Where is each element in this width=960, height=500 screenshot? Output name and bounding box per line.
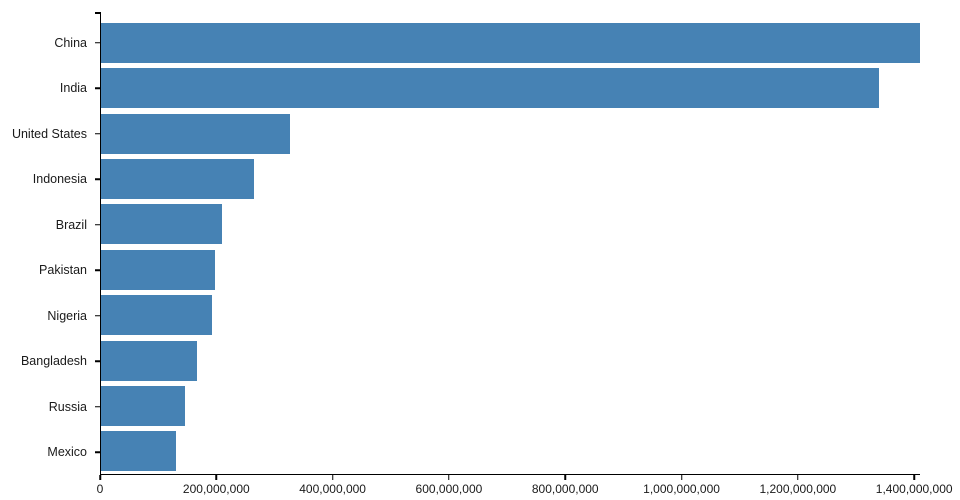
x-tick-label: 800,000,000 (531, 482, 599, 496)
bar-row (101, 383, 920, 428)
y-axis-row: Russia (0, 384, 100, 430)
bar-row (101, 429, 920, 474)
bar-bangladesh (101, 340, 197, 381)
y-axis-label-united-states: United States (11, 126, 87, 141)
y-axis-row: China (0, 20, 100, 66)
x-tick-mark (564, 475, 566, 480)
x-tick-label: 1,000,000,000 (643, 482, 720, 496)
y-tick-mark (95, 42, 100, 44)
y-axis-label-india: India (59, 81, 87, 96)
x-tick-label: 0 (96, 482, 104, 496)
bar-pakistan (101, 249, 216, 290)
y-axis-row: Pakistan (0, 248, 100, 294)
x-tick-label: 200,000,000 (182, 482, 250, 496)
bar-brazil (101, 204, 223, 245)
y-tick-mark (95, 269, 100, 271)
y-tick-mark (95, 451, 100, 453)
y-axis-row: Mexico (0, 430, 100, 476)
x-tick-mark (680, 475, 683, 480)
y-tick-mark (95, 406, 100, 408)
y-tick-mark (95, 224, 100, 226)
x-tick-mark (215, 475, 218, 480)
x-tick-label: 1,200,000,000 (759, 482, 837, 496)
y-axis-label-mexico: Mexico (47, 445, 87, 460)
x-tick-label: 400,000,000 (299, 482, 366, 496)
y-axis-top-tick (95, 12, 100, 14)
bar-row (101, 338, 920, 383)
x-axis: 0 200,000,000 400,000,000 600,000,000 800,00… (96, 475, 953, 500)
y-tick-mark (95, 360, 100, 362)
bar-nigeria (101, 295, 212, 336)
bar-row (101, 111, 920, 156)
bar-row (101, 65, 920, 110)
y-tick-mark (95, 178, 100, 180)
plot-area (100, 12, 920, 475)
x-tick-label: 1,400,000,000 (875, 482, 953, 496)
y-axis-row: Brazil (0, 202, 100, 248)
y-tick-mark (95, 133, 100, 135)
x-tick-label: 600,000,000 (415, 482, 483, 496)
y-axis-label-russia: Russia (48, 399, 87, 414)
x-tick-mark (331, 475, 334, 480)
y-axis-row: Indonesia (0, 157, 100, 203)
y-axis-row: Bangladesh (0, 339, 100, 385)
bar-united-states (101, 113, 290, 154)
y-tick-mark (95, 315, 100, 317)
bar-indonesia (101, 158, 255, 199)
x-tick-mark (913, 475, 915, 480)
y-axis-label-pakistan: Pakistan (39, 263, 87, 278)
y-tick-mark (95, 87, 100, 89)
bar-china (101, 22, 920, 63)
x-tick-mark (99, 475, 101, 480)
y-axis-label-bangladesh: Bangladesh (20, 354, 87, 369)
bar-row (101, 202, 920, 247)
y-axis-label-indonesia: Indonesia (32, 172, 87, 187)
y-axis-label-brazil: Brazil (55, 217, 87, 232)
y-axis-row: Nigeria (0, 293, 100, 339)
bar-row (101, 156, 920, 201)
y-axis-row: India (0, 66, 100, 112)
x-tick-mark (448, 475, 450, 480)
bar-russia (101, 385, 185, 426)
bar-row (101, 247, 920, 292)
bar-india (101, 68, 879, 109)
x-tick-mark (797, 475, 799, 480)
bar-row (101, 292, 920, 337)
bar-row (101, 20, 920, 65)
y-axis-row: United States (0, 111, 100, 157)
bar-mexico (101, 431, 176, 472)
y-axis-label-china: China (54, 35, 87, 50)
y-axis: China India United States Indonesia Brazil Pa… (0, 12, 100, 475)
y-axis-label-nigeria: Nigeria (47, 308, 87, 323)
